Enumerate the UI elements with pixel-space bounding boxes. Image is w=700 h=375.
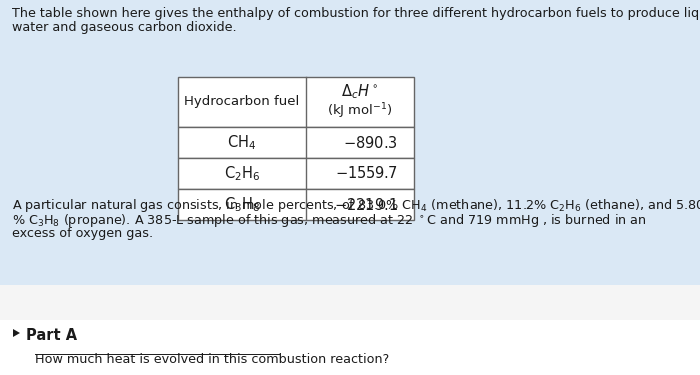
Text: $\mathrm{CH_4}$: $\mathrm{CH_4}$ — [228, 133, 257, 152]
FancyBboxPatch shape — [178, 127, 414, 158]
Text: The table shown here gives the enthalpy of combustion for three different hydroc: The table shown here gives the enthalpy … — [12, 7, 700, 20]
Text: % $\mathrm{C_3H_8}$ (propane). A 385-L sample of this gas, measured at 22 $^\cir: % $\mathrm{C_3H_8}$ (propane). A 385-L s… — [12, 212, 647, 229]
FancyBboxPatch shape — [0, 190, 700, 285]
Text: How much heat is evolved in this combustion reaction?: How much heat is evolved in this combust… — [35, 353, 389, 366]
Text: $\mathrm{C_3H_8}$: $\mathrm{C_3H_8}$ — [224, 195, 260, 214]
FancyBboxPatch shape — [178, 158, 414, 189]
Text: excess of oxygen gas.: excess of oxygen gas. — [12, 227, 153, 240]
FancyBboxPatch shape — [0, 320, 700, 375]
Text: water and gaseous carbon dioxide.: water and gaseous carbon dioxide. — [12, 21, 237, 34]
Text: $\mathrm{C_2H_6}$: $\mathrm{C_2H_6}$ — [224, 164, 260, 183]
FancyBboxPatch shape — [178, 189, 414, 220]
FancyBboxPatch shape — [0, 0, 700, 210]
FancyBboxPatch shape — [0, 285, 700, 320]
Text: $\Delta_c H^\circ$: $\Delta_c H^\circ$ — [342, 82, 379, 101]
Text: Part A: Part A — [26, 328, 77, 343]
Polygon shape — [13, 329, 20, 337]
Text: $-1559.7$: $-1559.7$ — [335, 165, 398, 182]
Text: A particular natural gas consists, in mole percents, of 83.0% $\mathrm{CH_4}$ (m: A particular natural gas consists, in mo… — [12, 197, 700, 214]
Text: $-2219.1$: $-2219.1$ — [334, 196, 398, 213]
Text: (kJ mol$^{-1}$): (kJ mol$^{-1}$) — [327, 101, 393, 121]
Text: Hydrocarbon fuel: Hydrocarbon fuel — [184, 96, 300, 108]
Text: $-890.3$: $-890.3$ — [343, 135, 398, 150]
FancyBboxPatch shape — [178, 77, 414, 127]
